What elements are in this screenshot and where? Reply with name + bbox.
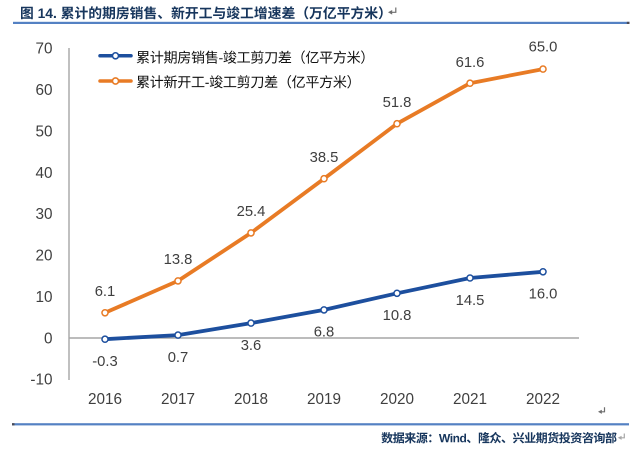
svg-text:2016: 2016 — [88, 391, 122, 408]
svg-text:2021: 2021 — [453, 391, 487, 408]
svg-text:51.8: 51.8 — [383, 95, 412, 111]
svg-text:60: 60 — [35, 82, 52, 99]
svg-text:30: 30 — [35, 206, 52, 223]
svg-text:50: 50 — [35, 123, 52, 140]
svg-text:61.6: 61.6 — [456, 55, 485, 71]
svg-text:-10: -10 — [30, 372, 52, 389]
svg-text:25.4: 25.4 — [237, 204, 266, 220]
svg-text:2018: 2018 — [234, 391, 268, 408]
svg-text:3.6: 3.6 — [241, 338, 262, 354]
svg-text:2022: 2022 — [526, 391, 560, 408]
svg-text:6.8: 6.8 — [314, 325, 335, 341]
svg-text:38.5: 38.5 — [310, 150, 339, 166]
svg-text:2019: 2019 — [307, 391, 341, 408]
svg-text:14.5: 14.5 — [456, 293, 485, 309]
svg-text:2017: 2017 — [161, 391, 195, 408]
svg-text:2020: 2020 — [380, 391, 414, 408]
svg-text:40: 40 — [35, 165, 52, 182]
svg-text:16.0: 16.0 — [529, 287, 558, 303]
svg-text:-0.3: -0.3 — [92, 354, 118, 370]
svg-text:10.8: 10.8 — [383, 308, 412, 324]
svg-text:13.8: 13.8 — [164, 252, 193, 268]
svg-text:20: 20 — [35, 248, 52, 265]
svg-text:70: 70 — [35, 41, 52, 58]
svg-text:10: 10 — [35, 289, 52, 306]
svg-text:65.0: 65.0 — [529, 40, 558, 56]
svg-text:0.7: 0.7 — [168, 350, 189, 366]
svg-text:0: 0 — [44, 330, 53, 347]
svg-text:6.1: 6.1 — [95, 284, 116, 300]
